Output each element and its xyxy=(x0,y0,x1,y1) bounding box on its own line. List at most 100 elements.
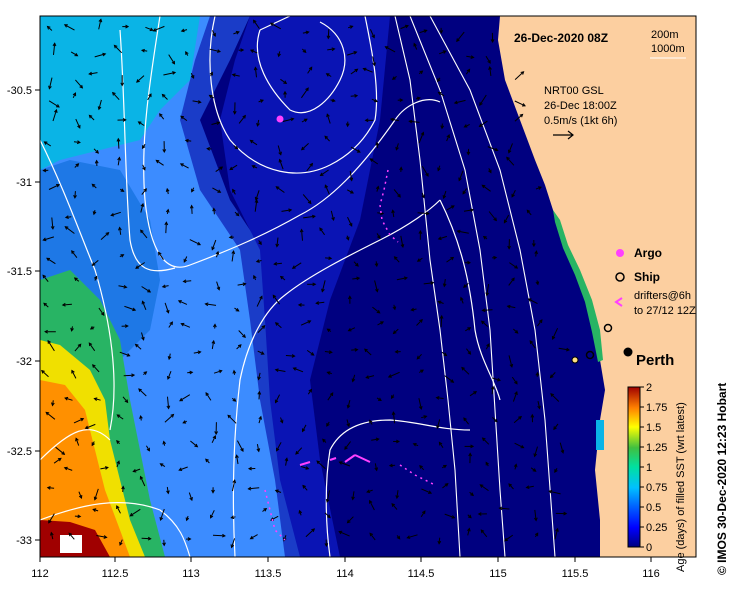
current-vector xyxy=(138,121,145,126)
current-vector xyxy=(444,375,454,383)
current-vector-head xyxy=(209,71,213,76)
current-vector xyxy=(141,332,145,340)
current-vector-head xyxy=(467,327,472,331)
current-vector-head xyxy=(356,276,361,281)
current-vector xyxy=(117,138,120,149)
current-vector-head xyxy=(305,466,310,470)
current-vector-head xyxy=(189,204,194,209)
current-vector-head xyxy=(394,349,399,354)
current-vector-head xyxy=(442,50,447,54)
current-vector xyxy=(550,393,560,402)
current-vector-head xyxy=(103,535,108,539)
current-vector xyxy=(416,319,423,326)
ship-marker[interactable] xyxy=(603,323,613,333)
ship-legend-label: Ship xyxy=(634,270,660,284)
current-vector-head xyxy=(116,414,121,418)
current-vector-head xyxy=(392,330,397,335)
current-vector xyxy=(50,532,54,540)
current-vector-head xyxy=(46,25,51,30)
current-vector xyxy=(363,68,373,73)
current-vector xyxy=(164,414,174,423)
current-vector xyxy=(258,416,262,424)
current-vector-head xyxy=(123,285,128,289)
current-vector-head xyxy=(84,425,89,430)
colorbar-tick-label: 2 xyxy=(646,382,652,394)
current-vector-head xyxy=(400,244,405,249)
current-vector-head xyxy=(64,215,69,219)
current-vector xyxy=(114,45,123,54)
current-vector xyxy=(257,325,265,334)
current-vector-head xyxy=(403,276,408,281)
current-vector xyxy=(159,113,165,120)
current-vector-head xyxy=(237,344,242,348)
current-vector-head xyxy=(159,113,163,117)
map-area[interactable] xyxy=(40,16,696,557)
current-vector xyxy=(227,414,237,424)
current-vector xyxy=(339,461,351,467)
current-vector-head xyxy=(70,327,74,332)
current-vector-head xyxy=(534,532,539,537)
current-vector-head xyxy=(257,376,261,381)
current-vector-head xyxy=(308,66,313,71)
current-vector xyxy=(165,222,167,234)
current-vector xyxy=(466,55,474,58)
current-vector-head xyxy=(249,139,254,144)
current-vector xyxy=(167,396,170,409)
current-vector-head xyxy=(283,537,287,542)
drifter-tracks[interactable] xyxy=(264,169,436,541)
current-vector xyxy=(183,280,192,282)
current-vector xyxy=(457,230,469,234)
current-vector-head xyxy=(395,146,399,151)
current-vector-head xyxy=(122,118,127,122)
current-vector xyxy=(153,25,165,32)
current-vector-head xyxy=(124,399,129,404)
current-vector xyxy=(141,537,151,540)
current-vector-head xyxy=(443,464,448,469)
current-vector-head xyxy=(312,282,317,287)
current-vector xyxy=(352,374,356,382)
current-vector xyxy=(181,323,191,328)
current-vector xyxy=(346,419,350,427)
current-vector-head xyxy=(396,535,401,540)
current-vector-head xyxy=(375,141,380,146)
ship-marker[interactable] xyxy=(585,350,595,360)
current-vector-head xyxy=(275,186,280,190)
current-vector-head xyxy=(376,309,381,314)
current-vector-head xyxy=(167,375,171,380)
perth-marker[interactable] xyxy=(623,347,633,357)
current-vector xyxy=(89,72,98,75)
current-vector xyxy=(423,282,434,285)
current-vector-head xyxy=(116,505,120,510)
current-vector xyxy=(179,394,191,402)
current-vector xyxy=(160,508,165,521)
current-vector xyxy=(44,141,52,147)
current-vector-head xyxy=(531,243,536,248)
current-vector-head xyxy=(134,343,139,348)
current-vector xyxy=(307,67,313,74)
current-vector-head xyxy=(393,256,398,260)
current-vector xyxy=(231,538,236,548)
missing-data-patch xyxy=(60,535,82,553)
current-vector-head xyxy=(349,25,354,29)
current-vector xyxy=(509,262,518,269)
current-vector-head xyxy=(371,34,375,39)
current-vector-head xyxy=(79,84,84,89)
current-vector-head xyxy=(311,528,316,532)
current-vector xyxy=(440,315,443,328)
map-frame xyxy=(39,15,697,558)
current-vector xyxy=(250,139,258,146)
current-vector xyxy=(385,46,396,53)
current-vector xyxy=(140,203,144,213)
current-vector-head xyxy=(42,274,47,279)
current-vector-head xyxy=(124,324,129,328)
argo-float-marker[interactable] xyxy=(276,115,284,123)
current-vector-head xyxy=(366,489,371,493)
current-vector-head xyxy=(527,298,532,302)
current-vector-head xyxy=(52,42,57,47)
current-vector-head xyxy=(77,514,82,519)
current-vector-head xyxy=(466,151,471,156)
current-vector xyxy=(43,236,55,241)
current-vector-head xyxy=(172,71,177,75)
current-vector-head xyxy=(158,251,162,256)
x-tick-label: 115 xyxy=(489,568,507,580)
